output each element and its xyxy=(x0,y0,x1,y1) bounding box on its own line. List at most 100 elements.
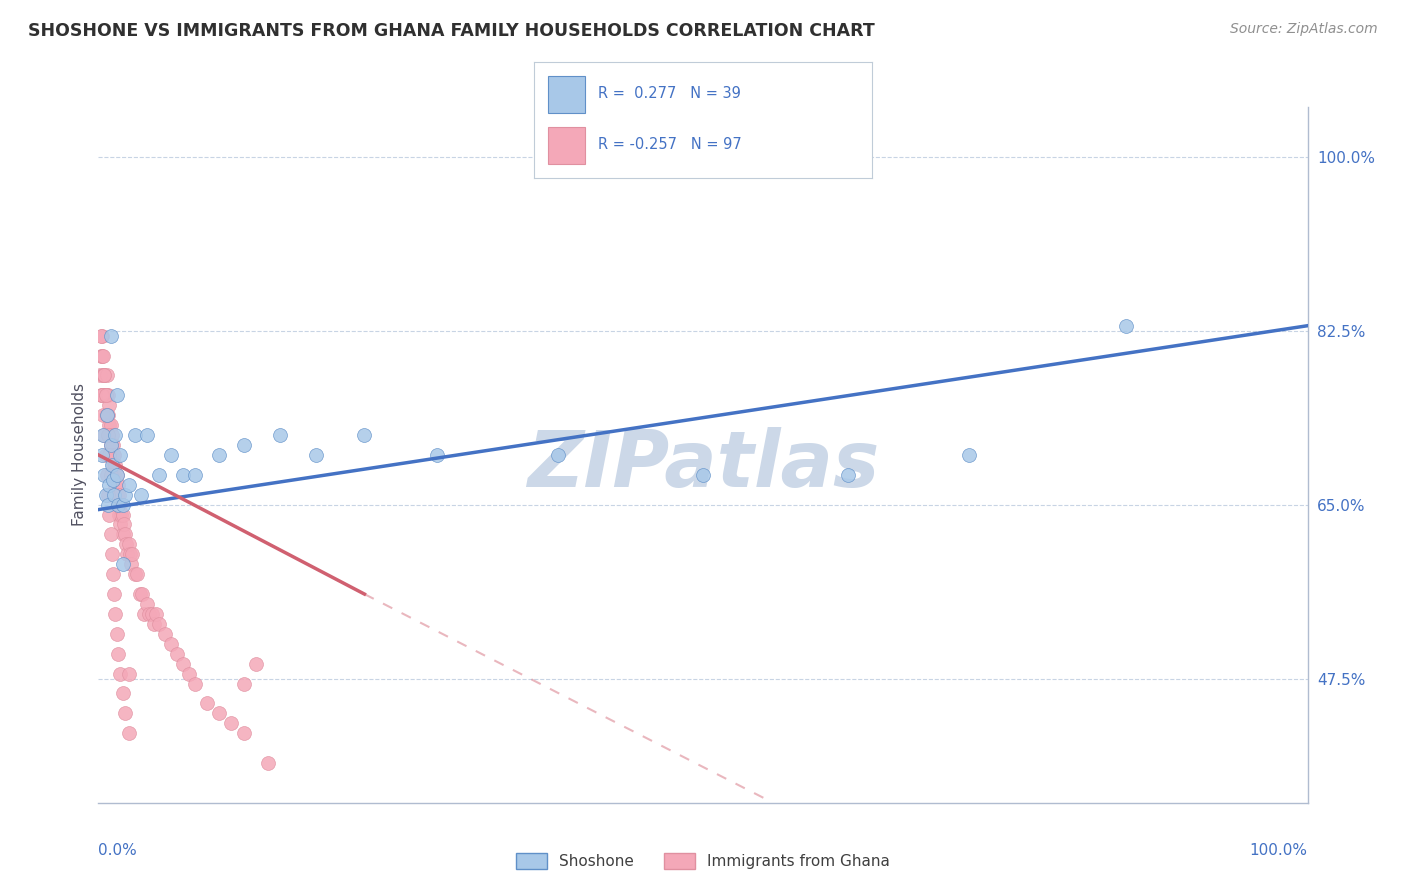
Point xyxy=(160,637,183,651)
Point xyxy=(103,488,125,502)
Point xyxy=(195,697,218,711)
Point xyxy=(184,676,207,690)
Point xyxy=(135,428,157,442)
Point xyxy=(184,467,207,482)
Point xyxy=(134,607,156,621)
Point xyxy=(100,418,122,433)
Point xyxy=(105,388,128,402)
Point xyxy=(121,547,143,561)
Point xyxy=(256,756,278,770)
Point xyxy=(98,448,121,462)
Point xyxy=(100,328,122,343)
Point xyxy=(172,467,194,482)
Point xyxy=(148,467,170,482)
Point xyxy=(221,716,243,731)
Point xyxy=(353,428,375,442)
Point xyxy=(232,438,254,452)
Point xyxy=(177,666,201,681)
Point xyxy=(114,706,136,721)
Point xyxy=(97,388,120,402)
Point xyxy=(91,428,114,442)
Point xyxy=(101,473,124,487)
Point xyxy=(143,616,166,631)
Point xyxy=(104,428,127,442)
Point xyxy=(111,686,134,700)
Point xyxy=(94,488,117,502)
Y-axis label: Family Households: Family Households xyxy=(72,384,87,526)
Point xyxy=(94,388,117,402)
Point xyxy=(148,616,170,631)
Point xyxy=(103,467,125,482)
Point xyxy=(120,558,142,572)
Point xyxy=(107,498,129,512)
Point xyxy=(103,448,125,462)
Point xyxy=(245,657,267,671)
Point xyxy=(91,388,114,402)
Text: R =  0.277   N = 39: R = 0.277 N = 39 xyxy=(599,87,741,102)
Point xyxy=(97,428,120,442)
Point xyxy=(100,448,122,462)
Point xyxy=(91,349,114,363)
FancyBboxPatch shape xyxy=(548,77,585,113)
Point xyxy=(94,448,117,462)
Point xyxy=(104,458,127,472)
Point xyxy=(208,448,231,462)
Point xyxy=(97,408,120,422)
Point xyxy=(100,428,122,442)
Point xyxy=(96,467,118,482)
Point xyxy=(100,438,122,452)
FancyBboxPatch shape xyxy=(548,128,585,164)
Point xyxy=(96,408,118,422)
Point xyxy=(96,368,118,383)
Point xyxy=(108,517,131,532)
Point xyxy=(91,388,114,402)
Point xyxy=(94,388,117,402)
Point xyxy=(100,467,122,482)
Point xyxy=(135,597,157,611)
Text: ZIPatlas: ZIPatlas xyxy=(527,427,879,503)
Point xyxy=(97,488,120,502)
Point xyxy=(100,438,122,452)
Point xyxy=(98,477,121,491)
Point xyxy=(111,527,134,541)
Point xyxy=(118,537,141,551)
Point xyxy=(94,408,117,422)
Legend: Shoshone, Immigrants from Ghana: Shoshone, Immigrants from Ghana xyxy=(510,847,896,875)
Point xyxy=(108,666,131,681)
Point xyxy=(118,726,141,740)
Point xyxy=(91,408,114,422)
Point xyxy=(108,498,131,512)
Point xyxy=(232,726,254,740)
Point xyxy=(692,467,714,482)
Point xyxy=(93,428,115,442)
Point xyxy=(107,647,129,661)
Point xyxy=(117,547,139,561)
Point xyxy=(172,657,194,671)
Point xyxy=(138,607,160,621)
Point xyxy=(105,488,128,502)
Point xyxy=(127,567,149,582)
Point xyxy=(93,467,115,482)
Point xyxy=(103,587,125,601)
Point xyxy=(269,428,291,442)
Point xyxy=(101,567,124,582)
Point xyxy=(98,418,121,433)
Point xyxy=(114,488,136,502)
Point xyxy=(91,388,114,402)
Point xyxy=(108,488,131,502)
Point xyxy=(100,547,122,561)
Point xyxy=(426,448,449,462)
Point xyxy=(160,448,183,462)
Point xyxy=(96,388,118,402)
Text: 100.0%: 100.0% xyxy=(1250,843,1308,858)
Point xyxy=(105,627,128,641)
Point xyxy=(115,537,138,551)
Text: SHOSHONE VS IMMIGRANTS FROM GHANA FAMILY HOUSEHOLDS CORRELATION CHART: SHOSHONE VS IMMIGRANTS FROM GHANA FAMILY… xyxy=(28,22,875,40)
Point xyxy=(145,607,167,621)
Point xyxy=(90,328,112,343)
Point xyxy=(104,607,127,621)
Point xyxy=(837,467,859,482)
Text: 0.0%: 0.0% xyxy=(98,843,138,858)
Point xyxy=(100,458,122,472)
Text: Source: ZipAtlas.com: Source: ZipAtlas.com xyxy=(1230,22,1378,37)
